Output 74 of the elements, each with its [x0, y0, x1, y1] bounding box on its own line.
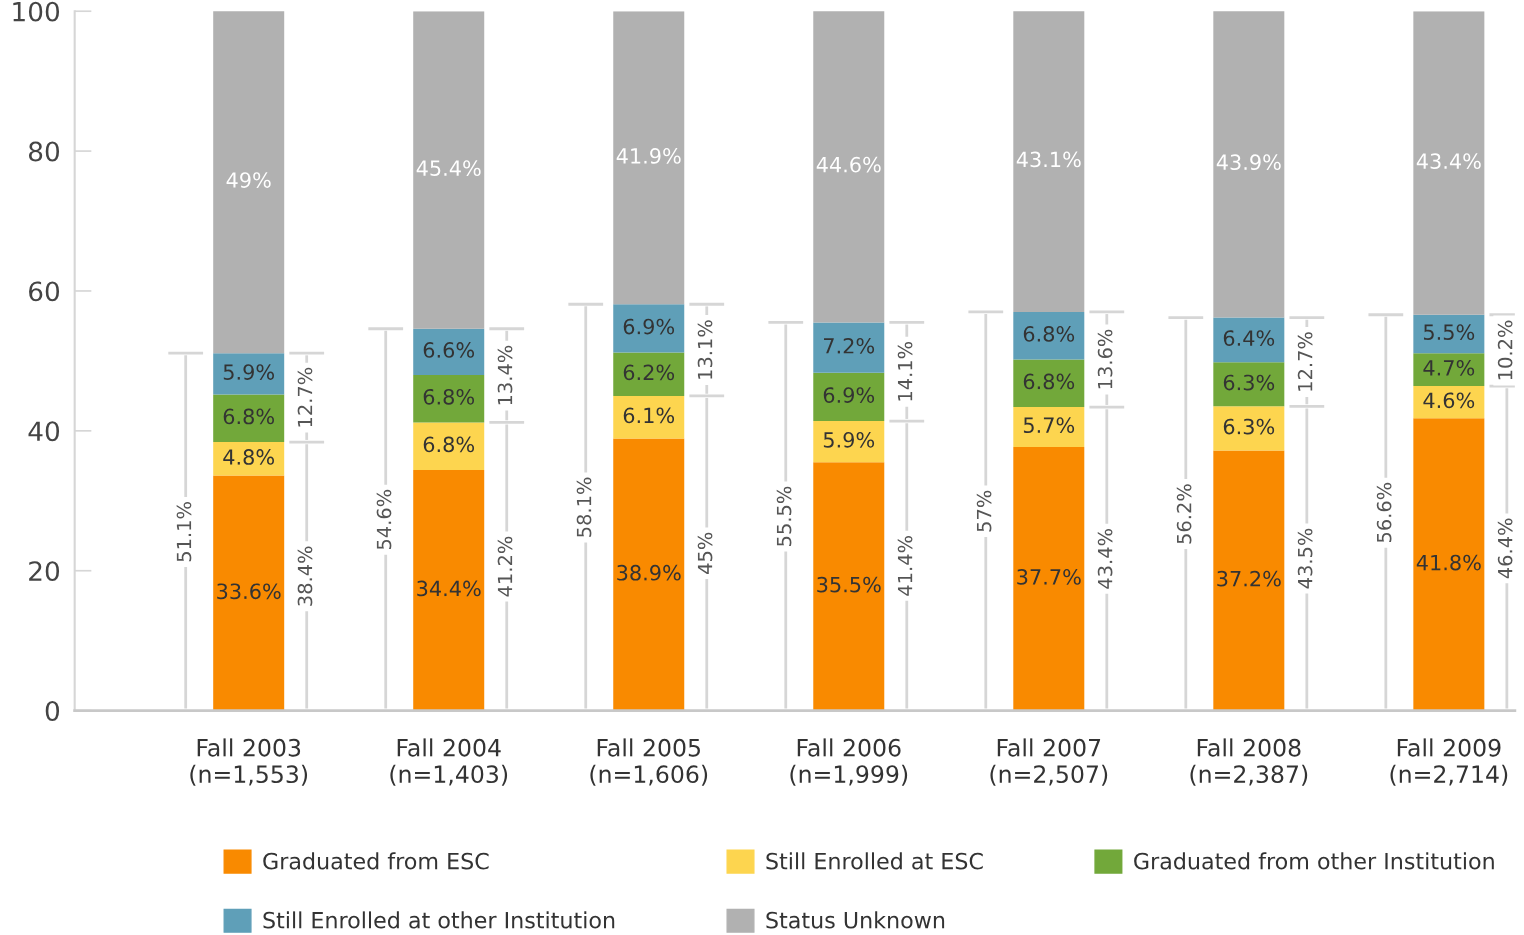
- y-tick-label: 80: [29, 141, 60, 162]
- annotation: 41.4%: [897, 536, 913, 596]
- data-label: 4.6%: [1423, 392, 1475, 409]
- annotation: 13.6%: [1097, 329, 1113, 389]
- annotation: 56.2%: [1176, 484, 1192, 544]
- annotation: 38.4%: [297, 546, 313, 606]
- data-label: 43.9%: [1216, 154, 1281, 171]
- annotation: 51.1%: [176, 502, 192, 562]
- x-tick-label: Fall 2008 (n=2,387): [1190, 738, 1308, 786]
- y-tick-label: 20: [29, 561, 60, 582]
- y-tick-label: 60: [29, 281, 60, 302]
- y-tick-label: 0: [45, 701, 60, 721]
- legend-label: Status Unknown: [766, 911, 945, 929]
- annotation: 14.1%: [897, 341, 913, 401]
- data-label: 6.6%: [423, 342, 475, 358]
- x-tick-label: Fall 2006 (n=1,999): [790, 738, 908, 786]
- annotation: 56.6%: [1376, 482, 1392, 543]
- data-label: 4.7%: [1423, 359, 1475, 376]
- legend-label: Still Enrolled at ESC: [766, 852, 983, 870]
- annotation: 58.1%: [576, 477, 592, 537]
- annotation: 12.7%: [297, 367, 313, 427]
- data-label: 44.6%: [816, 156, 881, 173]
- x-tick-label: Fall 2007 (n=2,507): [990, 738, 1108, 786]
- annotation: 45%: [697, 532, 713, 574]
- annotation: 54.6%: [376, 489, 392, 550]
- data-label: 38.9%: [617, 564, 681, 581]
- data-label: 37.2%: [1217, 570, 1281, 587]
- annotation: 46.4%: [1497, 518, 1513, 579]
- annotation: 43.5%: [1297, 528, 1313, 589]
- x-tick-label: Fall 2003 (n=1,553): [190, 738, 308, 786]
- data-label: 49%: [226, 172, 271, 188]
- data-label: 6.4%: [1223, 330, 1275, 346]
- legend-label: Graduated from other Institution: [1134, 852, 1494, 870]
- data-label: 6.1%: [623, 407, 675, 424]
- y-tick-label: 100: [13, 1, 60, 22]
- data-label: 45.4%: [416, 160, 481, 177]
- legend-label: Still Enrolled at other Institution: [263, 911, 615, 929]
- data-label: 37.7%: [1017, 569, 1081, 585]
- data-label: 6.9%: [823, 387, 875, 403]
- data-label: 35.5%: [817, 576, 881, 593]
- data-label: 43.1%: [1016, 151, 1081, 168]
- data-label: 5.9%: [823, 431, 875, 448]
- data-label: 6.3%: [1223, 418, 1275, 435]
- data-label: 41.8%: [1416, 554, 1481, 571]
- annotation: 13.4%: [497, 345, 513, 405]
- data-label: 6.3%: [1223, 374, 1275, 391]
- data-label: 6.8%: [223, 408, 275, 425]
- data-label: 43.4%: [1416, 153, 1481, 170]
- annotation: 55.5%: [776, 486, 792, 546]
- data-label: 6.8%: [423, 436, 475, 453]
- data-label: 34.4%: [417, 580, 481, 597]
- annotation: 13.1%: [697, 320, 713, 379]
- annotation: 43.4%: [1097, 529, 1113, 589]
- legend-label: Graduated from ESC: [263, 852, 489, 870]
- annotation: 10.2%: [1497, 320, 1513, 380]
- data-label: 5.5%: [1423, 324, 1475, 341]
- data-label: 7.2%: [824, 337, 875, 354]
- data-label: 33.6%: [217, 583, 281, 600]
- y-tick-label: 40: [28, 421, 60, 442]
- data-label: 5.9%: [223, 364, 275, 380]
- x-tick-label: Fall 2005 (n=1,606): [590, 738, 708, 786]
- data-label: 4.8%: [223, 449, 275, 465]
- data-label: 5.7%: [1023, 417, 1075, 434]
- x-tick-label: Fall 2009 (n=2,714): [1390, 738, 1508, 786]
- data-label: 6.8%: [423, 388, 475, 405]
- data-label: 6.8%: [1023, 373, 1075, 390]
- annotation: 12.7%: [1297, 332, 1313, 391]
- data-label: 41.9%: [616, 148, 681, 164]
- data-label: 6.9%: [623, 318, 675, 335]
- data-label: 6.2%: [623, 364, 675, 381]
- annotation: 41.2%: [497, 536, 513, 597]
- x-tick-label: Fall 2004 (n=1,403): [390, 738, 508, 786]
- annotation: 57%: [976, 490, 992, 532]
- data-label: 6.8%: [1023, 326, 1075, 342]
